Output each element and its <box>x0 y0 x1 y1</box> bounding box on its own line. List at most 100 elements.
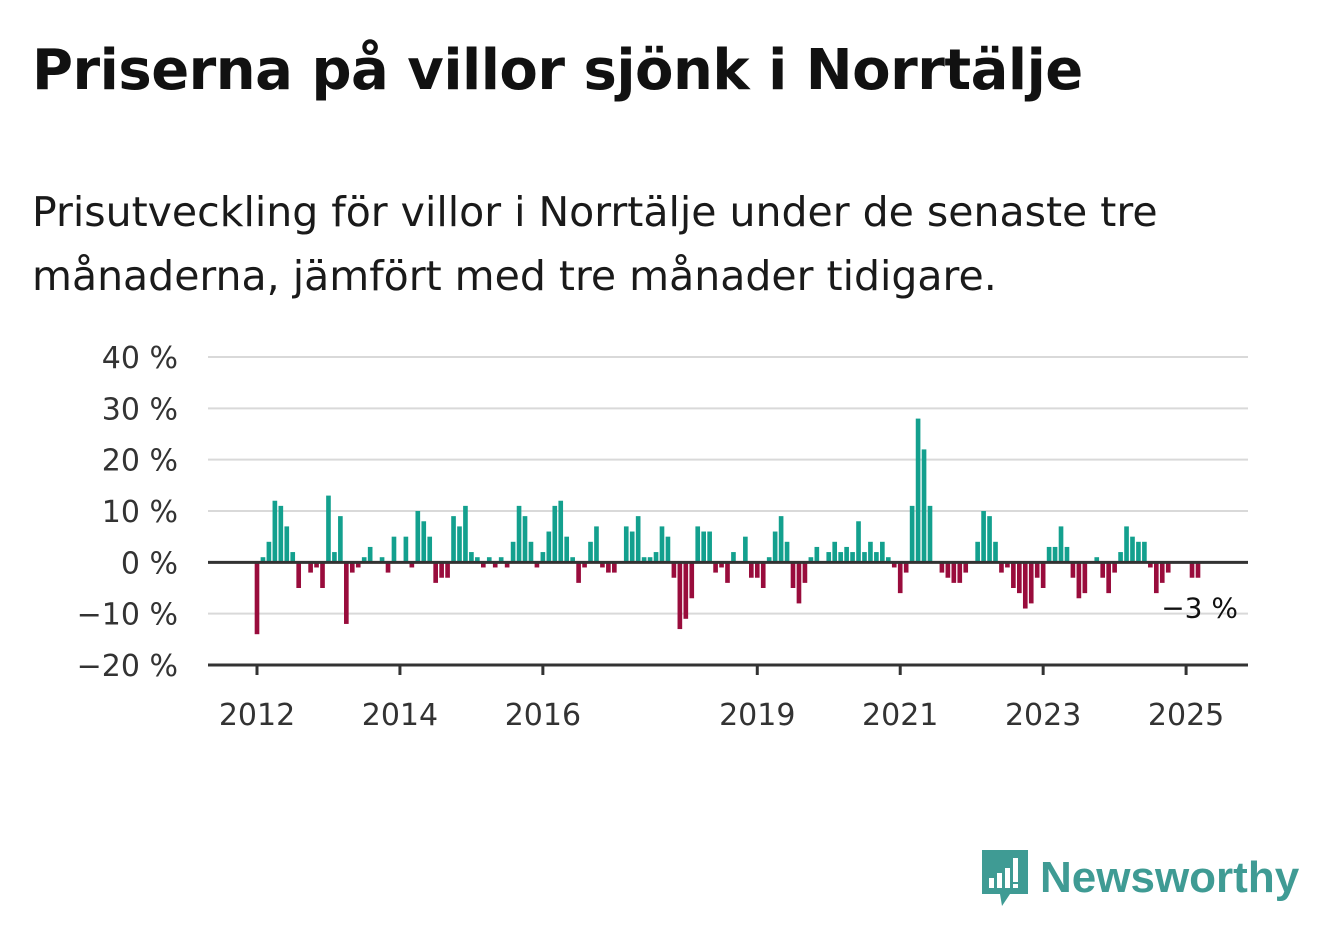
y-tick-label: 10 % <box>102 495 178 530</box>
bar <box>582 562 587 568</box>
bar <box>1142 541 1147 563</box>
bar <box>254 562 260 635</box>
bar <box>671 562 677 578</box>
bar <box>284 526 290 563</box>
bar <box>1064 546 1070 563</box>
bar <box>612 562 617 573</box>
bar <box>1046 546 1052 563</box>
bar <box>647 557 653 563</box>
bar <box>749 562 754 578</box>
bar <box>600 562 605 568</box>
bar <box>1017 562 1022 594</box>
brand-logo: Newsworthy <box>980 848 1299 908</box>
x-tick-label: 2023 <box>1005 698 1081 733</box>
bar <box>945 562 951 578</box>
bar <box>510 541 516 563</box>
bar <box>415 511 421 563</box>
bar <box>766 557 772 563</box>
bar <box>868 541 873 563</box>
bar <box>576 562 581 583</box>
bar <box>1106 562 1111 594</box>
bar <box>880 541 885 563</box>
bar <box>1100 562 1106 578</box>
bar <box>635 516 641 563</box>
bar <box>409 562 415 568</box>
x-tick-label: 2016 <box>505 698 581 733</box>
bar <box>314 562 319 568</box>
bar <box>1058 526 1064 563</box>
bar <box>367 546 373 563</box>
bar <box>707 531 712 563</box>
bar <box>796 562 802 604</box>
bar <box>993 541 998 563</box>
axes <box>208 560 1248 675</box>
bar <box>891 562 897 568</box>
x-tick-label: 2021 <box>862 698 938 733</box>
bar <box>522 516 528 563</box>
bar <box>480 562 486 568</box>
bar <box>826 552 832 563</box>
bar <box>832 541 838 563</box>
bar <box>1159 562 1165 583</box>
bar <box>629 531 635 563</box>
bar <box>385 562 391 573</box>
bar <box>308 562 313 573</box>
y-axis-labels: 40 % 30 % 20 % 10 % 0 % −10 % −20 % <box>77 341 178 684</box>
bar <box>885 557 891 563</box>
bar <box>1195 562 1201 578</box>
bar <box>731 552 736 563</box>
bar <box>802 562 808 583</box>
bar <box>1040 562 1046 588</box>
grid-lines <box>208 356 1248 615</box>
bar <box>338 516 343 563</box>
bar <box>326 495 331 563</box>
bar <box>659 526 665 563</box>
chart-title: Priserna på villor sjönk i Norrtälje <box>32 38 1083 103</box>
bar <box>552 505 558 563</box>
bar <box>439 562 444 578</box>
bar <box>862 552 867 563</box>
bar <box>683 562 689 619</box>
bar <box>981 511 986 563</box>
bar <box>784 541 790 563</box>
newsworthy-logo-icon <box>982 850 1028 906</box>
bar <box>653 552 659 563</box>
bar <box>760 562 766 588</box>
bar <box>266 541 272 563</box>
y-tick-label: 0 % <box>121 546 178 581</box>
bar <box>677 562 683 630</box>
bar <box>290 552 296 563</box>
bar <box>1153 562 1159 594</box>
bar <box>1112 562 1117 573</box>
bar <box>564 536 570 563</box>
bar <box>558 500 564 563</box>
bar <box>260 557 266 563</box>
bar <box>999 562 1004 573</box>
bar <box>641 557 647 563</box>
bar <box>379 557 385 563</box>
bar <box>320 562 325 588</box>
x-tick-label: 2014 <box>362 698 438 733</box>
bar <box>814 546 820 563</box>
bar <box>296 562 302 588</box>
bar <box>1165 562 1171 573</box>
chart-subtitle: Prisutveckling för villor i Norrtälje un… <box>32 188 1158 300</box>
x-tick-label: 2025 <box>1148 698 1224 733</box>
x-axis-labels: 2012 2014 2016 2019 2021 2023 2025 <box>219 698 1224 733</box>
bar <box>1148 562 1153 568</box>
last-value-label: −3 % <box>1161 592 1238 625</box>
bar <box>1005 562 1010 568</box>
bar <box>427 536 433 563</box>
bar <box>272 500 278 563</box>
bar <box>838 552 843 563</box>
bar <box>540 552 546 563</box>
bar <box>391 536 397 563</box>
bar <box>498 557 504 563</box>
bars <box>254 418 1201 635</box>
y-tick-label: −20 % <box>77 649 178 684</box>
bar <box>909 505 915 563</box>
bar <box>701 531 706 563</box>
y-tick-label: −10 % <box>77 598 178 633</box>
bar <box>1052 546 1058 563</box>
brand-name: Newsworthy <box>1040 853 1300 902</box>
